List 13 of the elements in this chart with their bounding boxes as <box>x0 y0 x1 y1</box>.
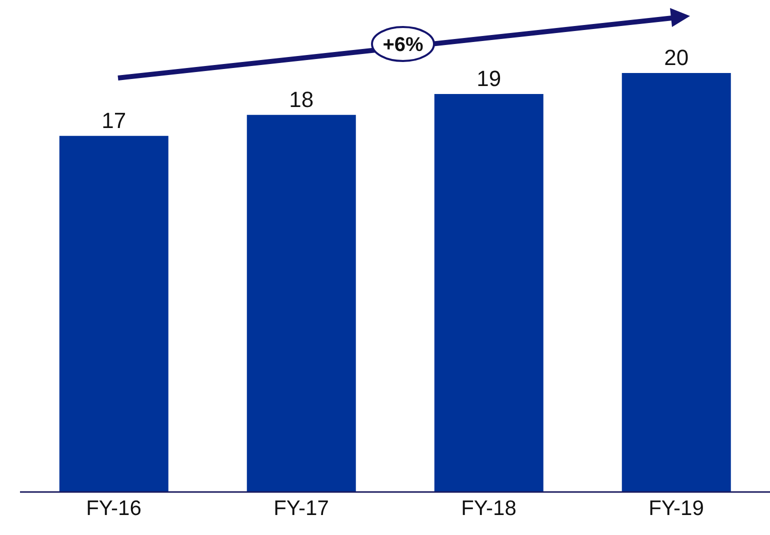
data-label: 17 <box>102 108 126 133</box>
bar <box>59 136 168 492</box>
x-tick-label: FY-18 <box>461 496 516 520</box>
data-label: 20 <box>664 45 689 70</box>
x-tick-label: FY-17 <box>274 496 329 520</box>
x-tick-label: FY-19 <box>648 496 704 520</box>
data-label: 19 <box>476 66 502 91</box>
x-tick-label: FY-16 <box>86 496 142 520</box>
text: +6% <box>382 34 424 56</box>
bar <box>622 73 731 492</box>
data-label: 18 <box>289 86 314 112</box>
bar <box>434 94 544 492</box>
bar <box>246 114 356 492</box>
